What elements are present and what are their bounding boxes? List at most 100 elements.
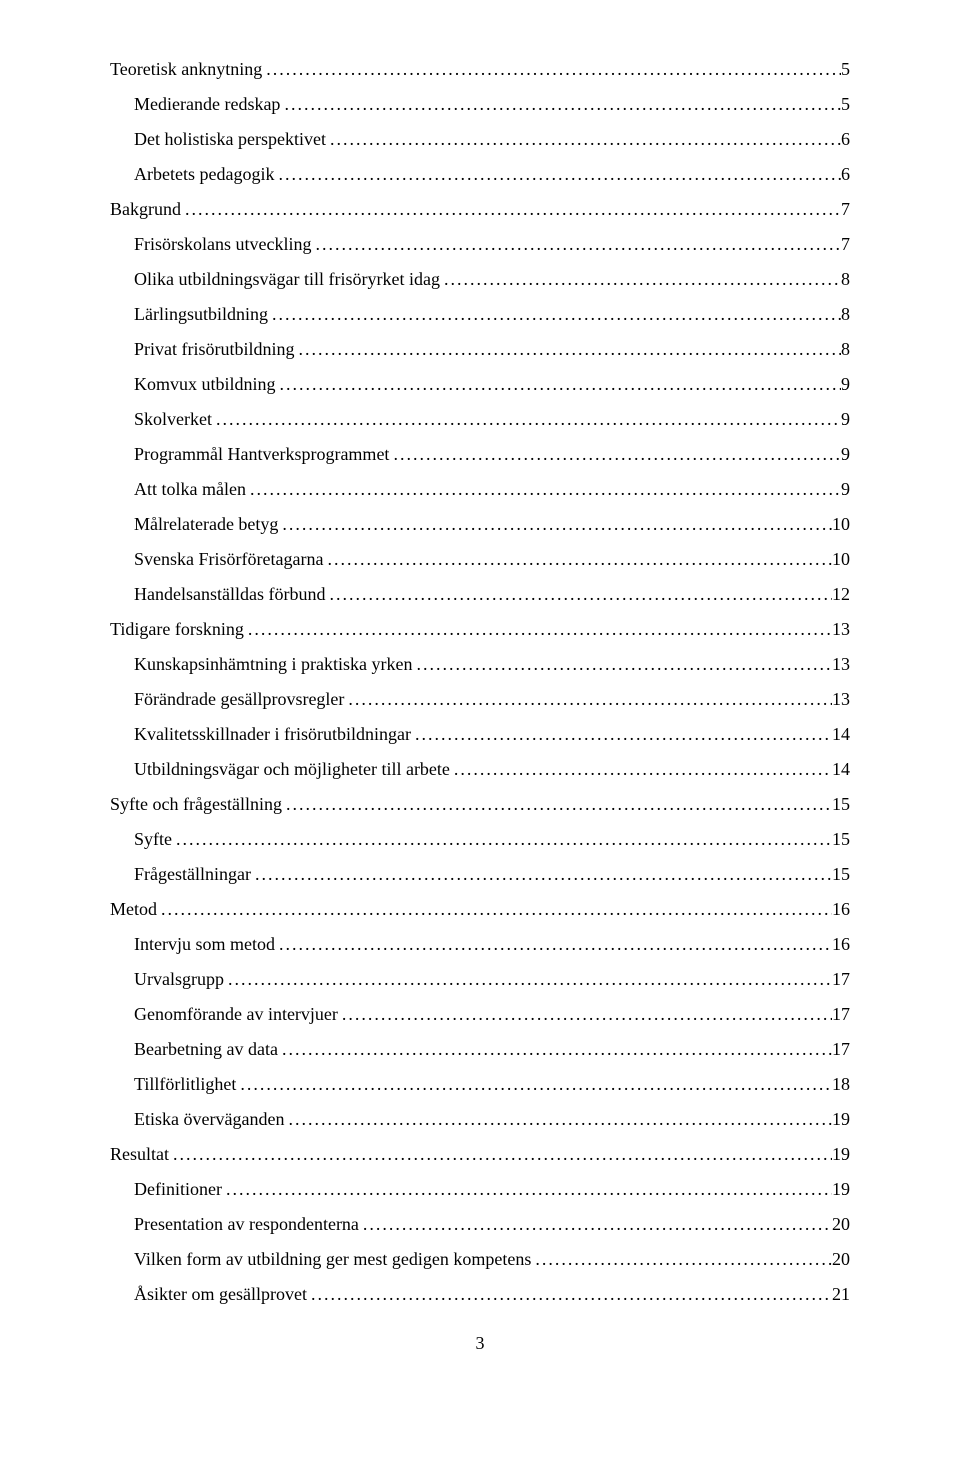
toc-leader-dots bbox=[251, 865, 832, 883]
toc-entry[interactable]: Definitioner19 bbox=[110, 1180, 850, 1198]
toc-entry-page: 13 bbox=[832, 690, 850, 708]
toc-entry-page: 9 bbox=[841, 410, 850, 428]
toc-entry[interactable]: Syfte 15 bbox=[110, 830, 850, 848]
toc-entry-page: 7 bbox=[841, 235, 850, 253]
toc-leader-dots bbox=[531, 1250, 832, 1268]
toc-entry[interactable]: Tidigare forskning13 bbox=[110, 620, 850, 638]
toc-entry-page: 17 bbox=[832, 970, 850, 988]
toc-entry[interactable]: Medierande redskap5 bbox=[110, 95, 850, 113]
toc-entry-title: Att tolka målen bbox=[134, 480, 246, 498]
toc-leader-dots bbox=[172, 830, 832, 848]
toc-entry[interactable]: Utbildningsvägar och möjligheter till ar… bbox=[110, 760, 850, 778]
toc-leader-dots bbox=[307, 1285, 832, 1303]
toc-entry-page: 8 bbox=[841, 340, 850, 358]
page-number: 3 bbox=[110, 1333, 850, 1354]
toc-entry-page: 15 bbox=[832, 830, 850, 848]
toc-entry[interactable]: Handelsanställdas förbund12 bbox=[110, 585, 850, 603]
toc-entry[interactable]: Etiska överväganden 19 bbox=[110, 1110, 850, 1128]
toc-entry-page: 5 bbox=[841, 60, 850, 78]
toc-leader-dots bbox=[323, 550, 832, 568]
toc-entry-page: 15 bbox=[832, 865, 850, 883]
toc-entry[interactable]: Intervju som metod16 bbox=[110, 935, 850, 953]
toc-entry-title: Det holistiska perspektivet bbox=[134, 130, 326, 148]
toc-entry-title: Tidigare forskning bbox=[110, 620, 244, 638]
toc-leader-dots bbox=[278, 1040, 832, 1058]
toc-entry-title: Förändrade gesällprovsregler bbox=[134, 690, 344, 708]
toc-entry[interactable]: Presentation av respondenterna20 bbox=[110, 1215, 850, 1233]
toc-leader-dots bbox=[157, 900, 832, 918]
toc-entry-title: Målrelaterade betyg bbox=[134, 515, 278, 533]
document-page: Teoretisk anknytning5 Medierande redskap5… bbox=[0, 0, 960, 1394]
toc-entry[interactable]: Genomförande av intervjuer 17 bbox=[110, 1005, 850, 1023]
toc-entry[interactable]: Syfte och frågeställning15 bbox=[110, 795, 850, 813]
toc-entry[interactable]: Lärlingsutbildning8 bbox=[110, 305, 850, 323]
toc-leader-dots bbox=[244, 620, 832, 638]
toc-entry[interactable]: Resultat19 bbox=[110, 1145, 850, 1163]
toc-entry-title: Bakgrund bbox=[110, 200, 181, 218]
toc-entry-title: Tillförlitlighet bbox=[134, 1075, 236, 1093]
toc-entry[interactable]: Teoretisk anknytning5 bbox=[110, 60, 850, 78]
toc-entry-page: 15 bbox=[832, 795, 850, 813]
toc-entry[interactable]: Att tolka målen 9 bbox=[110, 480, 850, 498]
toc-leader-dots bbox=[325, 585, 832, 603]
toc-leader-dots bbox=[312, 235, 842, 253]
toc-leader-dots bbox=[411, 725, 832, 743]
toc-entry-page: 17 bbox=[832, 1005, 850, 1023]
toc-entry-title: Frisörskolans utveckling bbox=[134, 235, 312, 253]
toc-leader-dots bbox=[262, 60, 841, 78]
toc-entry-title: Genomförande av intervjuer bbox=[134, 1005, 338, 1023]
toc-entry[interactable]: Svenska Frisörföretagarna10 bbox=[110, 550, 850, 568]
toc-entry[interactable]: Skolverket9 bbox=[110, 410, 850, 428]
toc-entry[interactable]: Programmål Hantverksprogrammet9 bbox=[110, 445, 850, 463]
toc-entry[interactable]: Privat frisörutbildning8 bbox=[110, 340, 850, 358]
toc-entry-page: 7 bbox=[841, 200, 850, 218]
toc-leader-dots bbox=[295, 340, 842, 358]
toc-entry-page: 13 bbox=[832, 655, 850, 673]
toc-entry[interactable]: Frågeställningar 15 bbox=[110, 865, 850, 883]
toc-entry-title: Etiska överväganden bbox=[134, 1110, 284, 1128]
toc-leader-dots bbox=[326, 130, 841, 148]
toc-entry[interactable]: Kvalitetsskillnader i frisörutbildningar… bbox=[110, 725, 850, 743]
toc-entry-title: Frågeställningar bbox=[134, 865, 251, 883]
toc-leader-dots bbox=[284, 1110, 832, 1128]
toc-entry-title: Kunskapsinhämtning i praktiska yrken bbox=[134, 655, 412, 673]
toc-entry[interactable]: Vilken form av utbildning ger mest gedig… bbox=[110, 1250, 850, 1268]
toc-entry-title: Presentation av respondenterna bbox=[134, 1215, 359, 1233]
toc-entry-title: Handelsanställdas förbund bbox=[134, 585, 325, 603]
toc-entry[interactable]: Arbetets pedagogik6 bbox=[110, 165, 850, 183]
toc-entry[interactable]: Åsikter om gesällprovet21 bbox=[110, 1285, 850, 1303]
toc-entry[interactable]: Det holistiska perspektivet 6 bbox=[110, 130, 850, 148]
toc-entry-page: 19 bbox=[832, 1180, 850, 1198]
toc-entry-page: 6 bbox=[841, 130, 850, 148]
toc-entry[interactable]: Bearbetning av data17 bbox=[110, 1040, 850, 1058]
toc-entry-title: Syfte bbox=[134, 830, 172, 848]
toc-entry[interactable]: Bakgrund 7 bbox=[110, 200, 850, 218]
toc-entry-page: 20 bbox=[832, 1250, 850, 1268]
toc-entry[interactable]: Kunskapsinhämtning i praktiska yrken 13 bbox=[110, 655, 850, 673]
toc-entry[interactable]: Metod16 bbox=[110, 900, 850, 918]
toc-entry[interactable]: Urvalsgrupp17 bbox=[110, 970, 850, 988]
toc-entry-title: Programmål Hantverksprogrammet bbox=[134, 445, 389, 463]
toc-leader-dots bbox=[412, 655, 832, 673]
toc-leader-dots bbox=[212, 410, 841, 428]
toc-entry[interactable]: Målrelaterade betyg10 bbox=[110, 515, 850, 533]
toc-leader-dots bbox=[169, 1145, 832, 1163]
toc-leader-dots bbox=[224, 970, 832, 988]
toc-entry-page: 8 bbox=[841, 305, 850, 323]
toc-entry-page: 9 bbox=[841, 480, 850, 498]
toc-leader-dots bbox=[276, 375, 841, 393]
toc-entry-page: 5 bbox=[841, 95, 850, 113]
toc-leader-dots bbox=[282, 795, 832, 813]
toc-entry-page: 21 bbox=[832, 1285, 850, 1303]
toc-leader-dots bbox=[274, 165, 841, 183]
toc-leader-dots bbox=[338, 1005, 832, 1023]
toc-leader-dots bbox=[236, 1075, 832, 1093]
toc-entry-page: 19 bbox=[832, 1110, 850, 1128]
toc-leader-dots bbox=[268, 305, 841, 323]
toc-entry[interactable]: Förändrade gesällprovsregler 13 bbox=[110, 690, 850, 708]
toc-entry[interactable]: Olika utbildningsvägar till frisöryrket … bbox=[110, 270, 850, 288]
toc-entry[interactable]: Komvux utbildning9 bbox=[110, 375, 850, 393]
toc-entry-title: Utbildningsvägar och möjligheter till ar… bbox=[134, 760, 450, 778]
toc-entry[interactable]: Tillförlitlighet18 bbox=[110, 1075, 850, 1093]
toc-entry[interactable]: Frisörskolans utveckling 7 bbox=[110, 235, 850, 253]
